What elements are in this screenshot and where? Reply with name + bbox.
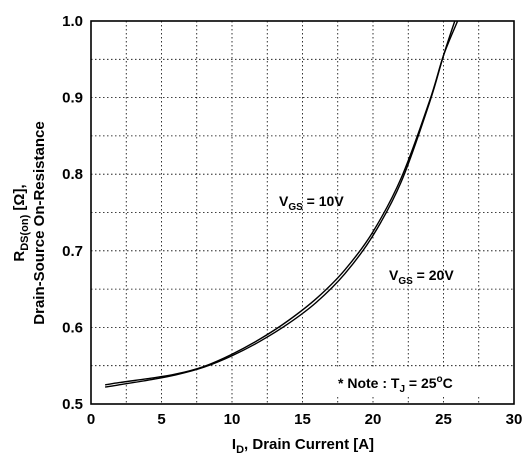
curves [105,20,459,388]
grid [91,21,514,404]
x-tick-label: 5 [157,411,165,428]
x-tick-label: 0 [87,411,95,428]
y-tick-label: 1.0 [62,13,83,30]
y-axis-label-line2: Drain-Source On-Resistance [31,121,48,324]
x-axis-label: ID, Drain Current [A] [232,436,374,454]
y-tick-label: 0.5 [62,396,83,413]
note-box-bg [333,368,510,396]
plot-frame [90,20,515,405]
x-ticks: 0 5 10 15 20 25 30 [87,411,523,428]
x-tick-label: 10 [224,411,241,428]
x-tick-label: 15 [294,411,311,428]
y-tick-label: 0.8 [62,166,83,183]
x-tick-label: 20 [365,411,382,428]
y-axis-label-line1: RDS(on) [Ω], [11,184,31,261]
y-tick-label: 0.6 [62,319,83,336]
note-annotation: * Note : TJ = 25oC [338,374,453,395]
x-tick-label: 25 [435,411,452,428]
series-label-vgs20: VGS = 20V [389,267,454,287]
y-tick-label: 0.7 [62,243,83,260]
y-ticks: 0.5 0.6 0.7 0.8 0.9 1.0 [62,13,83,413]
y-tick-label: 0.9 [62,90,83,107]
x-tick-label: 30 [506,411,523,428]
series-label-vgs10: VGS = 10V [279,193,344,213]
series-line-1 [105,20,456,388]
